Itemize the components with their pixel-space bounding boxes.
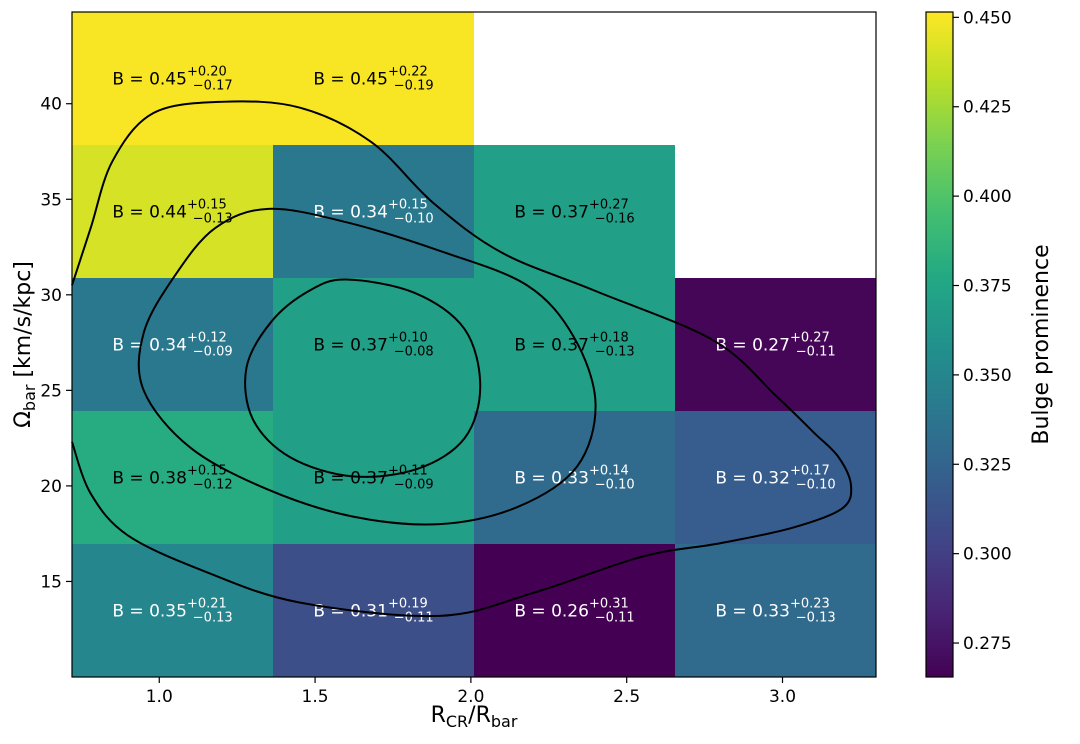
heatmap-cell	[273, 544, 474, 677]
y-tick-label: 15	[40, 572, 62, 592]
contour-line	[244, 278, 482, 478]
cell-value-label: B = 0.33+0.14 −0.10	[514, 464, 634, 493]
cell-value-label: B = 0.37+0.18 −0.13	[514, 331, 634, 360]
x-tick-label: 1.5	[302, 687, 329, 707]
colorbar-tick-label: 0.325	[963, 455, 1012, 475]
heatmap-cell	[72, 145, 273, 278]
cell-value-label: B = 0.37+0.11 −0.09	[313, 464, 433, 493]
heatmap-cell	[474, 544, 675, 677]
cell-value-label: B = 0.34+0.12 −0.09	[112, 331, 232, 360]
x-tick-label: 1.0	[146, 687, 173, 707]
cell-value-label: B = 0.27+0.27 −0.11	[715, 331, 835, 360]
cell-value-label: B = 0.33+0.23 −0.13	[715, 597, 835, 626]
y-tick-label: 20	[40, 477, 62, 497]
contour-line	[71, 100, 853, 618]
heatmap-cell	[273, 12, 474, 145]
heatmap-cell	[273, 278, 474, 411]
heatmap-cell	[474, 278, 675, 411]
y-tick-label: 30	[40, 286, 62, 306]
heatmap-cell	[675, 544, 876, 677]
colorbar-tick-label: 0.450	[963, 8, 1012, 28]
x-tick-label: 2.5	[613, 687, 640, 707]
cell-value-label: B = 0.37+0.10 −0.08	[313, 331, 433, 360]
y-axis-ticks: 15 20 25 30 35 40	[40, 95, 72, 592]
cell-value-label: B = 0.38+0.15 −0.12	[112, 464, 232, 493]
cell-value-label: B = 0.45+0.22 −0.19	[313, 65, 433, 94]
cell-value-label: B = 0.35+0.21 −0.13	[112, 597, 232, 626]
cell-value-label: B = 0.34+0.15 −0.10	[313, 198, 433, 227]
x-tick-label: 3.0	[769, 687, 796, 707]
colorbar-tick-label: 0.400	[963, 187, 1012, 207]
cell-labels: B = 0.35+0.21 −0.13 B = 0.31+0.19 −0.11 B = …	[112, 65, 835, 626]
x-axis-ticks: 1.0 1.5 2.0 2.5 3.0	[146, 677, 796, 707]
y-axis-label: Ωbar [km/s/kpc]	[11, 261, 39, 428]
y-tick-label: 25	[40, 381, 62, 401]
colorbar-tick-label: 0.300	[963, 545, 1012, 565]
y-tick-label: 35	[40, 190, 62, 210]
heatmap-cells	[72, 12, 876, 677]
cell-value-label: B = 0.26+0.31 −0.11	[514, 597, 634, 626]
plot-frame	[71, 11, 877, 678]
colorbar-tick-label: 0.275	[963, 634, 1012, 654]
colorbar-tick-label: 0.425	[963, 98, 1012, 118]
heatmap-cell	[72, 12, 273, 145]
heatmap-cell	[72, 544, 273, 677]
cell-value-label: B = 0.32+0.17 −0.10	[715, 464, 835, 493]
x-tick-label: 2.0	[457, 687, 484, 707]
cell-value-label: B = 0.44+0.15 −0.13	[112, 198, 232, 227]
colorbar-ticks: 0.275 0.300 0.325 0.350 0.375 0.400 0.425 0.450	[953, 8, 1012, 654]
heatmap-cell	[273, 145, 474, 278]
cell-value-label: B = 0.31+0.19 −0.11	[313, 597, 433, 626]
contour-line	[137, 207, 597, 526]
x-axis-label: RCR/Rbar	[431, 703, 518, 731]
heatmap-cell	[72, 278, 273, 411]
colorbar-tick-label: 0.350	[963, 366, 1012, 386]
colorbar-label: Bulge prominence	[1029, 244, 1054, 444]
colorbar	[925, 11, 954, 678]
y-tick-label: 40	[40, 95, 62, 115]
colorbar-tick-label: 0.375	[963, 277, 1012, 297]
cell-value-label: B = 0.45+0.20 −0.17	[112, 65, 232, 94]
heatmap-cell	[675, 411, 876, 544]
heatmap-cell	[675, 278, 876, 411]
heatmap-cell	[474, 411, 675, 544]
density-contours	[71, 100, 853, 618]
cell-value-label: B = 0.37+0.27 −0.16	[514, 198, 634, 227]
